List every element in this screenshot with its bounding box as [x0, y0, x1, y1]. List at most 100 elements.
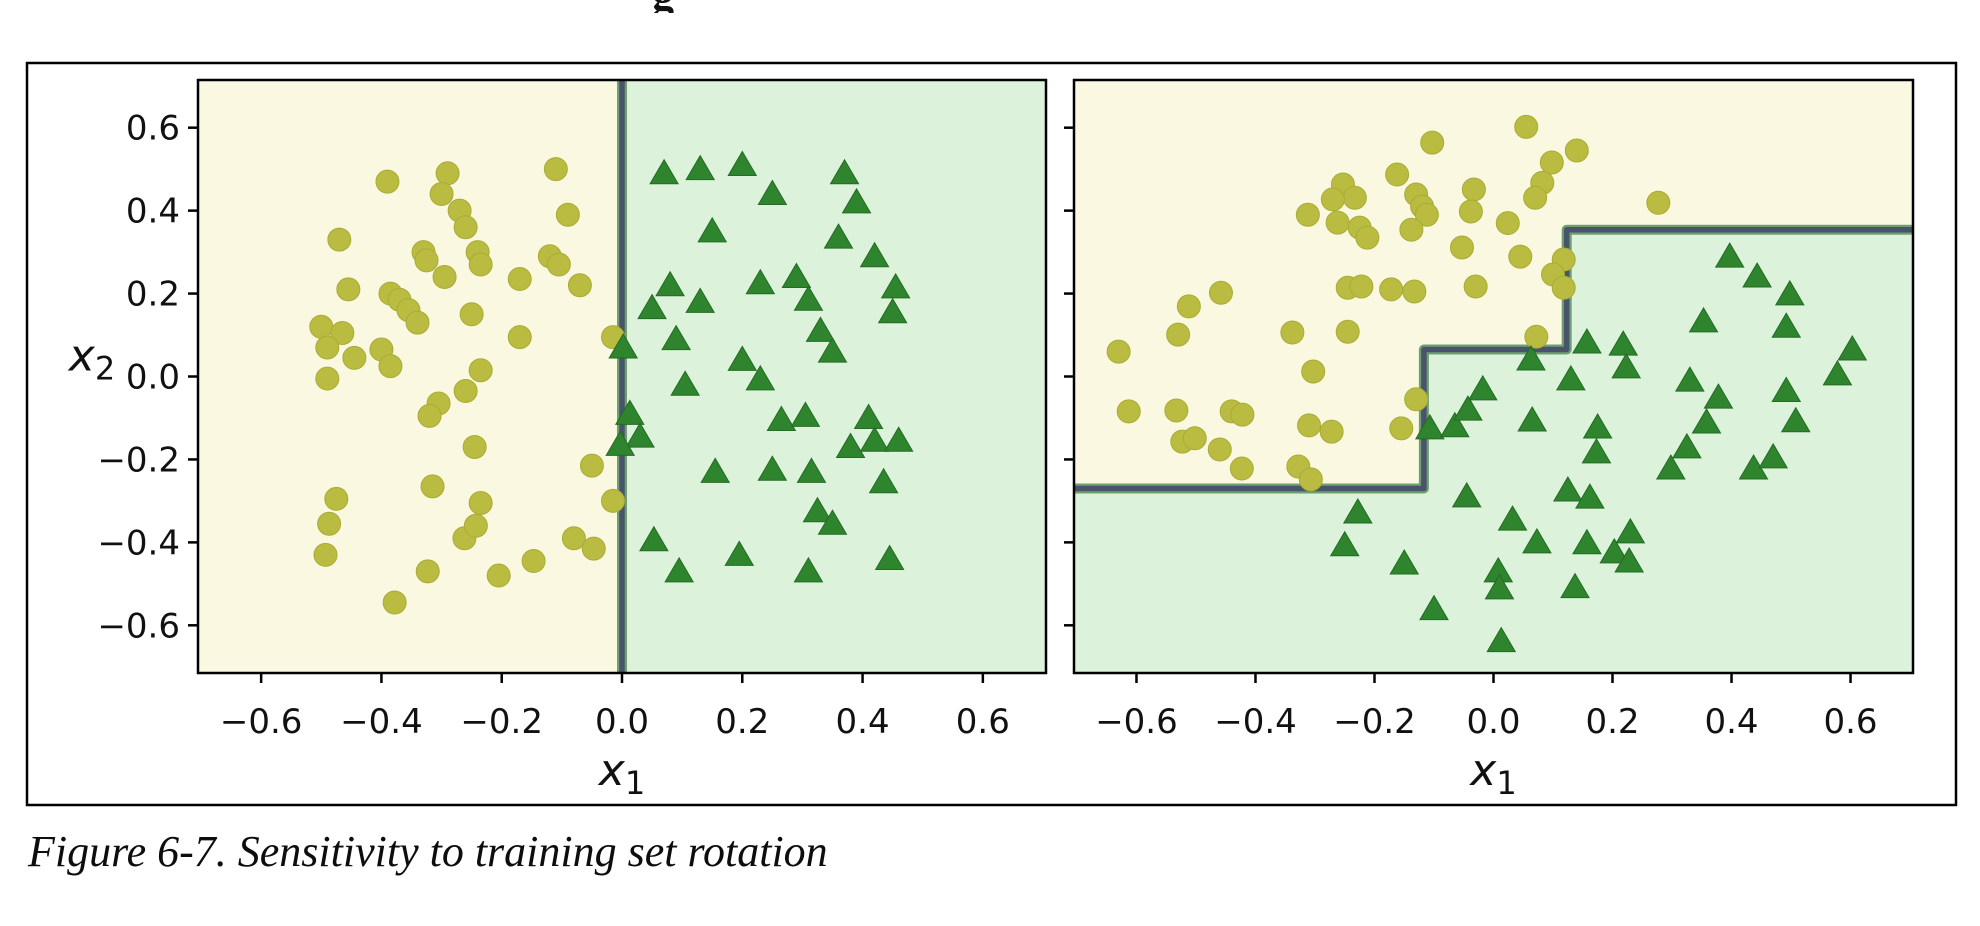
scatter-point-circle	[1280, 320, 1305, 345]
scatter-point-circle	[315, 335, 340, 360]
scatter-point-triangle	[637, 293, 667, 320]
scatter-point-triangle	[639, 525, 669, 552]
scatter-point-triangle	[685, 287, 716, 313]
scatter-point-triangle	[793, 285, 824, 311]
scatter-point-triangle	[1714, 242, 1745, 268]
scatter-point-triangle	[757, 455, 788, 481]
x-tick-label: 0.6	[1823, 702, 1877, 742]
scatter-point-triangle	[1691, 408, 1722, 434]
scatter-point-circle	[1320, 187, 1345, 212]
scatter-point-triangle	[841, 187, 872, 214]
scatter-point-circle	[313, 542, 338, 567]
scatter-point-triangle	[868, 467, 899, 494]
x-tick-label: 0.6	[956, 702, 1010, 742]
scatter-point-triangle	[1771, 376, 1802, 403]
scatter-point-circle	[1325, 210, 1350, 235]
scatter-point-circle	[1349, 274, 1374, 299]
scatter-point-triangle	[805, 316, 836, 342]
scatter-point-triangle	[745, 364, 776, 391]
scatter-point-triangle	[661, 324, 691, 351]
scatter-point-triangle	[1837, 335, 1868, 361]
scatter-point-triangle	[1575, 483, 1605, 509]
y-tick-label: −0.2	[97, 440, 180, 480]
scatter-point-triangle	[745, 268, 776, 295]
scatter-point-triangle	[605, 430, 636, 456]
scatter-point-circle	[1335, 319, 1360, 344]
scatter-point-circle	[1420, 130, 1445, 155]
scatter-point-circle	[1564, 138, 1589, 163]
scatter-point-triangle	[1572, 328, 1602, 354]
scatter-point-circle	[555, 202, 580, 227]
scatter-point-circle	[1523, 185, 1548, 210]
scatter-point-circle	[414, 248, 439, 273]
scatter-point-triangle	[1439, 411, 1470, 438]
scatter-point-circle	[435, 161, 460, 186]
scatter-point-triangle	[1771, 312, 1802, 338]
scatter-point-triangle	[685, 154, 716, 181]
scatter-point-triangle	[1674, 366, 1705, 392]
scatter-point-triangle	[649, 158, 679, 185]
x-tick-label: −0.6	[220, 702, 303, 742]
scatter-point-circle	[1449, 235, 1474, 260]
scatter-point-circle	[382, 590, 407, 615]
scatter-point-triangle	[823, 223, 854, 249]
scatter-point-triangle	[1516, 345, 1546, 371]
scatter-point-circle	[600, 488, 625, 513]
scatter-point-circle	[453, 215, 478, 240]
scatter-point-circle	[463, 513, 488, 538]
scatter-point-triangle	[1758, 442, 1789, 469]
plot-right-series-circle	[1106, 114, 1671, 492]
scatter-point-circle	[561, 526, 586, 551]
scatter-point-triangle	[1342, 498, 1373, 524]
scatter-point-triangle	[1572, 528, 1602, 555]
scatter-point-circle	[342, 345, 367, 370]
scatter-point-circle	[1646, 190, 1671, 215]
scatter-point-triangle	[727, 345, 758, 371]
scatter-point-triangle	[1774, 279, 1805, 306]
scatter-point-circle	[1229, 456, 1254, 481]
scatter-point-circle	[405, 310, 430, 335]
scatter-point-circle	[324, 486, 349, 511]
scatter-point-triangle	[796, 457, 827, 483]
scatter-point-triangle	[1451, 481, 1482, 508]
scatter-point-circle	[315, 366, 340, 391]
scatter-point-triangle	[1611, 352, 1642, 379]
scatter-point-triangle	[1688, 306, 1719, 333]
y-tick-label: 0.0	[126, 358, 180, 398]
scatter-point-circle	[1319, 419, 1344, 444]
plot-right-axes: −0.6 −0.4 −0.2 0.0 0.2 0.4 0.6x1	[1064, 78, 1915, 802]
scatter-point-circle	[317, 511, 342, 536]
scatter-point-circle	[1524, 324, 1549, 349]
region-class-a	[198, 80, 622, 673]
scatter-point-circle	[1495, 211, 1520, 236]
scatter-point-triangle	[880, 272, 911, 299]
scatter-point-triangle	[793, 556, 824, 583]
scatter-point-triangle	[1599, 537, 1630, 564]
scatter-point-circle	[453, 379, 478, 404]
scatter-point-triangle	[614, 399, 645, 425]
scatter-point-circle	[1230, 402, 1255, 427]
clipped-text-fragment: g	[652, 0, 722, 13]
scatter-point-circle	[330, 320, 355, 345]
scatter-point-triangle	[1581, 437, 1612, 464]
plot-left-area	[198, 80, 1046, 673]
scatter-point-triangle	[853, 403, 884, 429]
scatter-point-circle	[1355, 225, 1380, 250]
scatter-point-circle	[1106, 339, 1131, 364]
scatter-point-circle	[579, 453, 604, 478]
scatter-point-triangle	[1553, 476, 1583, 502]
scatter-point-triangle	[1672, 432, 1702, 459]
scatter-point-triangle	[700, 457, 731, 483]
scatter-point-circle	[1463, 274, 1488, 299]
scatter-point-circle	[1539, 150, 1564, 175]
scatter-point-circle	[1297, 413, 1322, 438]
region-class-b	[1074, 229, 1913, 673]
scatter-point-triangle	[1497, 505, 1528, 531]
scatter-point-triangle	[1822, 359, 1853, 386]
scatter-point-circle	[1508, 244, 1533, 269]
scatter-point-circle	[1414, 202, 1439, 227]
scatter-point-triangle	[664, 556, 695, 583]
scatter-point-triangle	[781, 262, 812, 288]
scatter-point-circle	[1514, 114, 1539, 139]
